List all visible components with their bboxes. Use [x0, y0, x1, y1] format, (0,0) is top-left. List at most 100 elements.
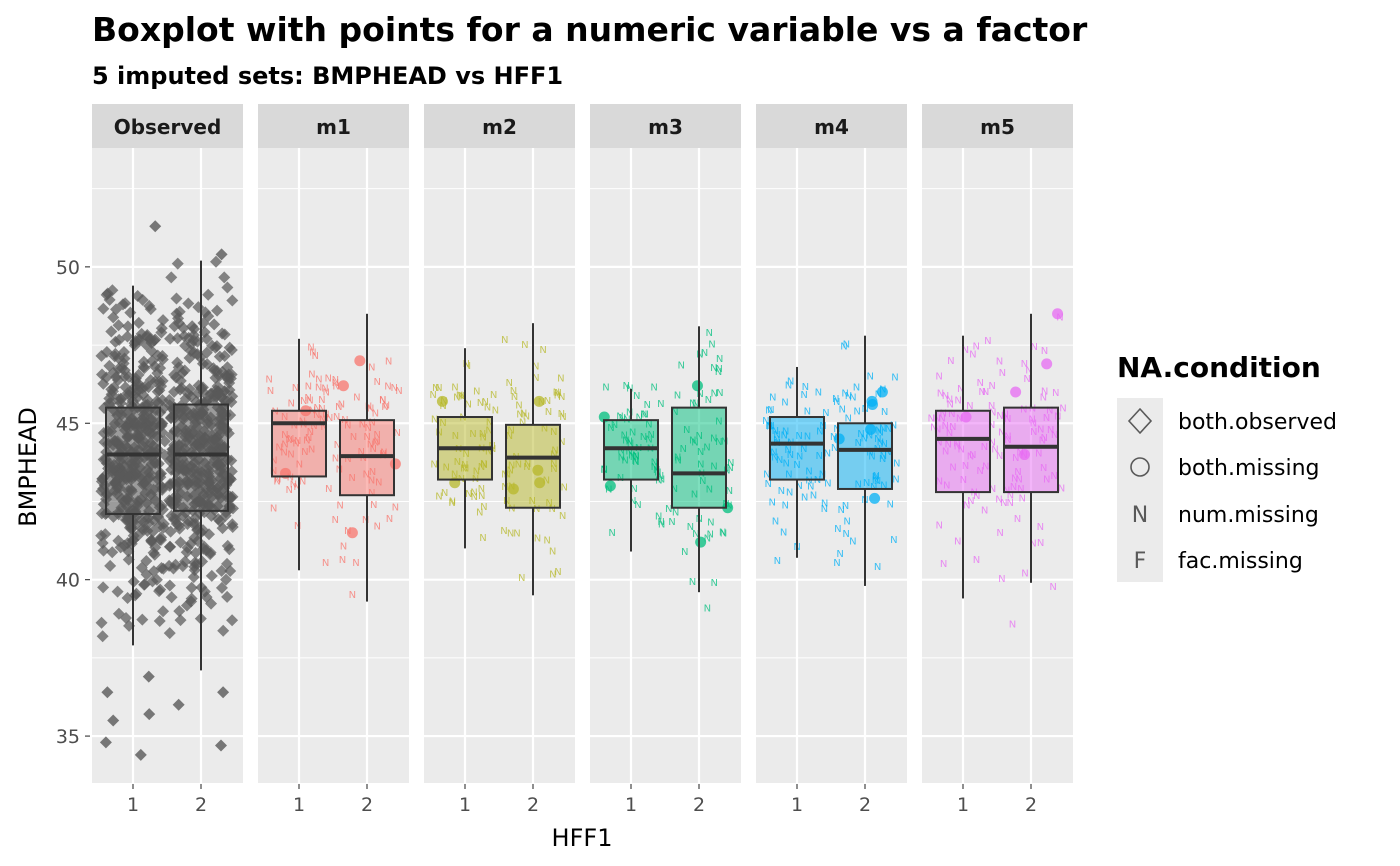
data-point-n: N: [821, 504, 828, 515]
data-point-n: N: [973, 555, 980, 566]
data-point-diamond: [145, 534, 158, 547]
data-point-diamond: [121, 320, 134, 333]
data-point-n: N: [1000, 498, 1007, 509]
x-tick-label: 2: [859, 794, 871, 816]
data-point-diamond: [136, 613, 149, 626]
data-point-n: N: [726, 463, 733, 474]
data-point-diamond: [207, 362, 220, 375]
data-point-n: N: [839, 404, 846, 415]
data-point-n: N: [367, 403, 374, 414]
legend-label-fac-missing: fac.missing: [1178, 549, 1303, 574]
data-point-n: N: [1007, 490, 1014, 501]
data-point-n: N: [821, 499, 828, 510]
data-point-diamond: [149, 375, 162, 388]
data-point-diamond: [97, 302, 110, 315]
data-point-n: N: [521, 340, 528, 351]
box: [837, 422, 893, 490]
data-point-n: N: [554, 388, 561, 399]
data-point-n: N: [558, 409, 565, 420]
data-point-diamond: [157, 314, 170, 327]
data-point-n: N: [558, 437, 565, 448]
data-point-n: N: [981, 505, 988, 516]
data-point-n: N: [559, 412, 566, 423]
data-point-n: N: [353, 392, 360, 403]
data-point-n: N: [824, 448, 831, 459]
data-point-diamond: [135, 561, 148, 574]
data-point-diamond: [219, 369, 232, 382]
data-point-n: N: [707, 529, 714, 540]
data-point-n: N: [549, 569, 556, 580]
data-point-diamond: [138, 578, 151, 591]
data-point-diamond: [155, 531, 168, 544]
data-point-n: N: [1021, 569, 1028, 580]
data-point-n: N: [274, 474, 281, 485]
data-point-diamond: [164, 332, 177, 345]
data-point-n: N: [500, 526, 507, 537]
data-point-diamond: [157, 605, 170, 618]
data-point-n: N: [705, 395, 712, 406]
data-point-circle: [604, 480, 616, 492]
data-point-n: N: [927, 414, 934, 425]
data-point-n: N: [678, 361, 685, 372]
data-point-diamond: [136, 293, 149, 306]
data-point-n: N: [321, 384, 328, 395]
data-point-n: N: [300, 396, 307, 407]
box: [271, 409, 327, 478]
data-point-n: N: [842, 501, 849, 512]
facet-strip: [922, 104, 1073, 148]
data-point-n: N: [325, 484, 332, 495]
data-point-n: N: [602, 382, 609, 393]
box: [505, 423, 561, 509]
data-point-diamond: [149, 220, 162, 233]
data-point-n: N: [807, 481, 814, 492]
box: [105, 406, 161, 515]
data-point-n: N: [362, 515, 369, 526]
data-point-n: N: [608, 528, 615, 539]
data-point-n: N: [996, 528, 1003, 539]
x-tick-label: 1: [293, 794, 305, 816]
data-point-n: N: [800, 390, 807, 401]
x-tick-label: 2: [1025, 794, 1037, 816]
data-point-diamond: [218, 350, 231, 363]
data-point-n: N: [315, 382, 322, 393]
legend-title: NA.condition: [1117, 351, 1321, 384]
data-point-n: N: [999, 368, 1006, 379]
data-point-n: N: [890, 535, 897, 546]
data-point-n: N: [957, 384, 964, 395]
x-axis-title: HFF1: [552, 824, 613, 852]
data-point-n: N: [707, 517, 714, 528]
data-point-n: N: [626, 383, 633, 394]
data-point-n: N: [1037, 538, 1044, 549]
data-point-n: N: [705, 328, 712, 339]
data-point-n: N: [558, 392, 565, 403]
data-point-diamond: [179, 555, 192, 568]
data-point-n: N: [372, 408, 379, 419]
data-point-n: N: [484, 403, 491, 414]
data-point-n: N: [640, 410, 647, 421]
data-point-n: N: [780, 527, 787, 538]
legend-key-background: [1117, 398, 1163, 582]
data-point-diamond: [165, 591, 178, 604]
data-point-diamond: [206, 339, 219, 352]
legend-key-circle-icon: [1130, 457, 1150, 477]
data-point-n: N: [802, 382, 809, 393]
legend-key-f-icon: F: [1134, 549, 1147, 574]
data-point-n: N: [1052, 388, 1059, 399]
data-point-n: N: [853, 382, 860, 393]
data-point-diamond: [164, 525, 177, 538]
data-point-n: N: [554, 567, 561, 578]
data-point-n: N: [1023, 374, 1030, 385]
data-point-diamond: [211, 304, 224, 317]
data-point-diamond: [99, 736, 112, 749]
data-point-n: N: [523, 411, 530, 422]
data-point-n: N: [658, 474, 665, 485]
data-point-n: N: [668, 517, 675, 528]
data-point-n: N: [650, 383, 657, 394]
data-point-n: N: [549, 547, 556, 558]
x-tick-label: 1: [127, 794, 139, 816]
data-point-circle: [533, 395, 545, 407]
data-point-n: N: [762, 416, 769, 427]
data-point-diamond: [170, 371, 183, 384]
data-point-n: N: [544, 396, 551, 407]
